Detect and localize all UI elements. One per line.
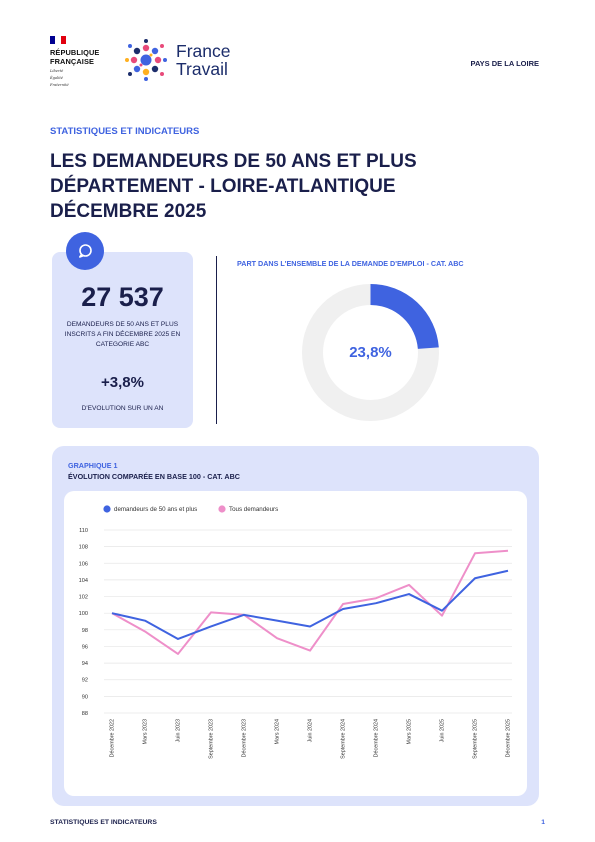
gov-name-line1: RÉPUBLIQUE: [50, 48, 100, 57]
y-tick-label: 104: [79, 578, 88, 584]
kpi-evolution: +3,8%: [101, 374, 144, 391]
gov-motto-1: Liberté: [50, 69, 64, 73]
legend-label: demandeurs de 50 ans et plus: [114, 506, 197, 513]
x-tick-label: Décembre 2022: [109, 719, 115, 757]
chart-kicker: GRAPHIQUE 1: [68, 461, 118, 470]
report-kicker: STATISTIQUES ET INDICATEURS: [50, 126, 200, 137]
x-tick-label: Septembre 2023: [208, 719, 214, 759]
donut-share-arc: [370, 284, 439, 350]
evolution-line-chart: 88 90 92 94 96 98 100 102 104 106 108 110 Décembre 2…: [79, 505, 512, 759]
y-tick-label: 110: [79, 528, 88, 534]
title-line1: LES DEMANDEURS DE 50 ANS ET PLUS: [50, 151, 417, 172]
legend-label: Tous demandeurs: [229, 506, 278, 513]
share-label: PART DANS L'ENSEMBLE DE LA DEMANDE D'EMP…: [237, 259, 464, 268]
kpi-value: 27 537: [81, 282, 164, 312]
x-tick-label: Septembre 2025: [472, 719, 478, 759]
chart-title: ÉVOLUTION COMPARÉE EN BASE 100 - CAT. AB…: [68, 472, 240, 481]
share-value: 23,8%: [349, 344, 392, 361]
x-tick-label: Septembre 2024: [340, 719, 346, 759]
footer-label: STATISTIQUES ET INDICATEURS: [50, 819, 157, 826]
title-line3: DÉCEMBRE 2025: [50, 201, 207, 222]
page-title: LES DEMANDEURS DE 50 ANS ET PLUS DÉPARTE…: [50, 149, 417, 224]
y-tick-label: 96: [82, 644, 88, 650]
y-tick-label: 106: [79, 561, 88, 567]
title-line2: DÉPARTEMENT - LOIRE-ATLANTIQUE: [50, 176, 396, 197]
gov-motto-3: Fraternité: [50, 83, 69, 87]
x-tick-label: Juin 2023: [175, 719, 181, 742]
kpi-card: [52, 252, 193, 428]
brand-line2: Travail: [176, 59, 228, 79]
page-number: 1: [541, 819, 545, 826]
vertical-divider: [216, 256, 217, 424]
region-label: PAYS DE LA LOIRE: [470, 59, 540, 68]
x-tick-label: Décembre 2024: [373, 719, 379, 757]
x-tick-label: Décembre 2025: [505, 719, 511, 757]
chat-bubble-icon: [66, 232, 104, 270]
gov-motto-2: Égalité: [50, 76, 63, 80]
republique-francaise-logo: RÉPUBLIQUE FRANÇAISE Liberté Égalité Fra…: [50, 36, 112, 87]
brand-line1: France: [176, 41, 231, 61]
series-line: [111, 569, 509, 640]
y-tick-label: 100: [79, 611, 88, 617]
share-donut-chart: [302, 284, 439, 421]
y-tick-label: 98: [82, 628, 88, 634]
gov-name-line2: FRANÇAISE: [50, 56, 95, 66]
kpi-caption: DEMANDEURS DE 50 ANS ET PLUS INSCRITS A …: [64, 321, 181, 348]
chart-panel: [64, 491, 527, 796]
legend-marker: [218, 505, 226, 513]
x-tick-label: Juin 2025: [439, 719, 445, 742]
y-tick-label: 92: [82, 678, 88, 684]
y-tick-label: 94: [82, 661, 88, 667]
france-travail-wordmark: France Travail: [176, 42, 230, 78]
y-tick-label: 88: [82, 711, 88, 717]
legend-marker: [103, 505, 111, 513]
x-tick-label: Mars 2024: [274, 719, 280, 744]
x-tick-label: Juin 2024: [307, 719, 313, 742]
x-tick-label: Mars 2023: [142, 719, 148, 744]
france-travail-logo-icon: [125, 39, 167, 81]
x-tick-label: Décembre 2023: [241, 719, 247, 757]
series-line: [111, 549, 509, 655]
y-tick-label: 108: [79, 545, 88, 551]
kpi-evolution-caption: D'EVOLUTION SUR UN AN: [81, 405, 164, 412]
y-tick-label: 102: [79, 595, 88, 601]
x-tick-label: Mars 2025: [406, 719, 412, 744]
y-tick-label: 90: [82, 694, 88, 700]
tricolor-flag-icon: [50, 36, 66, 44]
